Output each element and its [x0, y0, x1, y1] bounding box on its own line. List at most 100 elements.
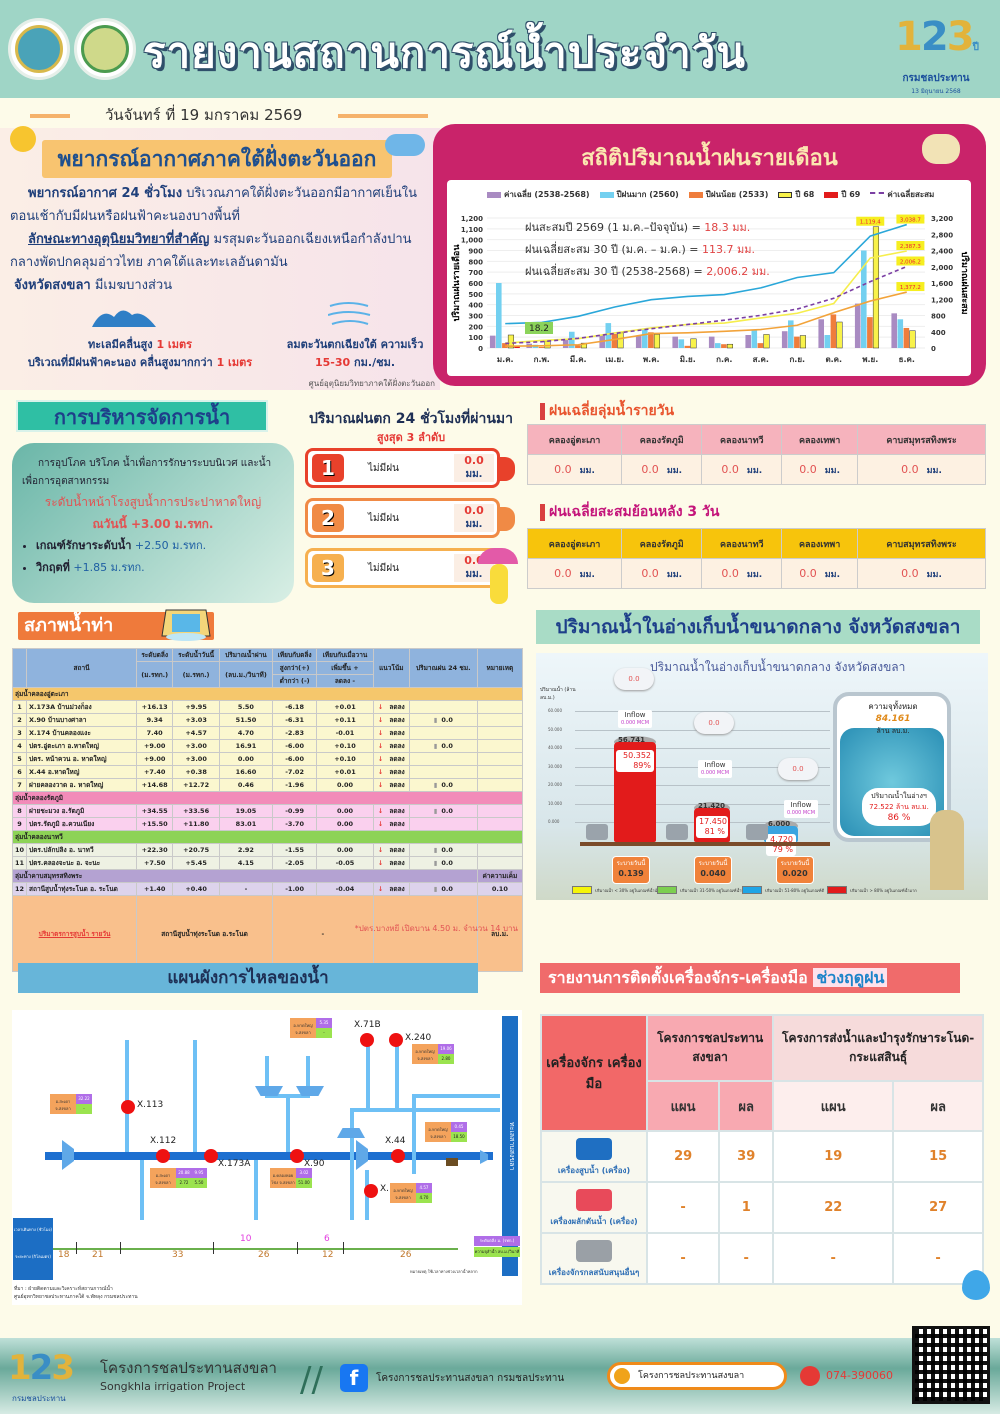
weather-source: ศูนย์อุตุนิยมวิทยาภาคใต้ฝั่งตะวันออก [308, 379, 435, 388]
y-tick: 50.000 [548, 726, 562, 732]
cell-vs_bank: -6.18 [271, 700, 318, 714]
reservoir-volume-label: 17.450 81 % [696, 816, 728, 838]
station-marker[interactable] [290, 1149, 304, 1163]
svg-text:1,000: 1,000 [461, 237, 483, 245]
svg-text:300: 300 [468, 313, 483, 321]
cell-station: ปตร.อู่ตะเภา อ.หาดใหญ่ [26, 739, 138, 753]
y-tick: 40.000 [548, 745, 562, 750]
total-capacity-value: 84.161 [875, 714, 911, 724]
rain-value: 0.0 [554, 462, 572, 476]
facebook-link[interactable]: โครงการชลประทานสงขลา กรมชลประทาน [376, 1373, 565, 1384]
basin-group-row: ลุ่มน้ำคลองอู่ตะเภา [12, 687, 523, 701]
pumping-volume-link[interactable]: ปริมาตรการสูบน้ำ รายวัน [38, 929, 111, 938]
cell-level: +12.72 [172, 778, 220, 792]
date-divider [30, 114, 70, 118]
station-location: อ.หาดใหญ่ จ.สงขลา [290, 1018, 316, 1038]
trend-down-icon: ↓ [377, 846, 384, 854]
cell-bank: +22.30 [136, 843, 174, 857]
station-location: อ.หาดใหญ่ จ.สงขลา [412, 1044, 438, 1064]
cell-flow: 0.46 [218, 778, 274, 792]
canal-branch [306, 1056, 310, 1096]
distance-tick [297, 1242, 298, 1254]
station-info-box: อ.หาดใหญ่ จ.สงขลา 0.45 18.50 [425, 1122, 467, 1142]
station-marker[interactable] [389, 1033, 403, 1047]
basin-value: 0.0 มม. [701, 558, 783, 589]
cell-note [476, 804, 524, 818]
machine-count: 22 [772, 1181, 895, 1234]
svg-text:18.2: 18.2 [529, 324, 549, 334]
table-row: 3 X.174 บ้านคลองแงะ 7.40 +4.57 4.70 -2.83 -0.0… [11, 726, 524, 740]
rank-tab [499, 457, 515, 481]
svg-text:2,006.2: 2,006.2 [900, 259, 921, 265]
machine-col-header: เครื่องจักร เครื่องมือ [540, 1014, 648, 1132]
basin-value: 0.0 มม. [781, 454, 859, 485]
rain-stats-title: สถิติปริมาณน้ำฝนรายเดือน [581, 146, 838, 171]
station-location: อ.หาดใหญ่ จ.สงขลา [390, 1183, 416, 1203]
station-marker[interactable] [156, 1149, 170, 1163]
cell-station: X.174 บ้านคลองแงะ [26, 726, 138, 740]
basin-group-row: ลุ่มน้ำคลองรัตภูมิ [12, 791, 523, 805]
runoff-note: *ปตร.บางหยี เปิดบาน 4.50 ม. จำนวน 14 บาน [354, 924, 518, 933]
inflow-label: Inflow 0.000 MCM [618, 710, 653, 728]
trend-down-icon: ↓ [377, 742, 384, 750]
table-row: 12 สถานีสูบน้ำทุ่งระโนด อ. ระโนด +1.40 +0.4… [11, 882, 524, 896]
cell-rain: ▮ 0.0 [408, 856, 478, 870]
note-header: ค่าความเค็ม [476, 869, 524, 883]
cell-trend: ↓ ลดลง [372, 765, 410, 779]
inflow-label: Inflow 0.000 MCM [698, 760, 733, 778]
cell-no: 2 [11, 713, 28, 727]
rain-unit: มม. [926, 569, 942, 580]
station-marker[interactable] [364, 1184, 378, 1198]
website-link[interactable]: โครงการชลประทานสงขลา [607, 1362, 787, 1390]
svg-text:เม.ย.: เม.ย. [605, 355, 624, 364]
phone-number[interactable]: 074-390060 [826, 1369, 893, 1382]
station-marker[interactable] [121, 1100, 135, 1114]
legend-capacity: ความจุลำน้ำ ลบ.ม./วินาที [474, 1247, 520, 1257]
station-marker[interactable] [204, 1149, 218, 1163]
cell-vs_bank: -6.00 [271, 739, 318, 753]
facebook-icon[interactable]: f [340, 1364, 368, 1392]
basin-value: 0.0 มม. [621, 454, 703, 485]
rank-label: ไม่มีฝน [368, 513, 399, 524]
station-marker[interactable] [360, 1033, 374, 1047]
cell-level: +20.75 [172, 843, 220, 857]
cell-trend: ↓ ลดลง [372, 882, 410, 896]
cell-bank: +9.00 [136, 739, 174, 753]
inflow-label: Inflow 0.000 MCM [784, 800, 819, 818]
canal-branch [286, 1094, 290, 1152]
rain-value: 0.0 [554, 566, 572, 580]
reservoir-inner-title: ปริมาณน้ำในอ่างเก็บน้ำขนาดกลาง จังหวัดสง… [650, 660, 906, 674]
rain-value: 0.0 [901, 566, 919, 580]
cell-note [476, 843, 524, 857]
reservoir-gate-icon [296, 1086, 324, 1096]
rain-gauge-icon: ▮ [433, 807, 438, 815]
cell-station: X.173A บ้านม่วงก็อง [26, 700, 138, 714]
machine-count: 19 [772, 1130, 895, 1183]
rain-unit: มม. [824, 465, 840, 476]
svg-text:2,400: 2,400 [931, 248, 953, 256]
cell-note [476, 713, 524, 727]
cell-station: X.44 อ.หาดใหญ่ [26, 765, 138, 779]
station-marker[interactable] [391, 1149, 405, 1163]
basin-header: คลองรัตภูมิ [621, 528, 703, 559]
reservoir-capacity: 6.000 [768, 820, 791, 828]
machine-count: 29 [645, 1130, 721, 1183]
canal-branch [254, 1160, 258, 1220]
svg-text:มิ.ย.: มิ.ย. [680, 355, 696, 364]
cell-note [476, 700, 524, 714]
basin-value: 0.0 มม. [701, 454, 783, 485]
machine-name: เครื่องสูบน้ำ (เครื่อง) [540, 1130, 648, 1183]
cell-level: +5.45 [172, 856, 220, 870]
sun-icon [10, 126, 36, 152]
reservoir-title: ปริมาณน้ำในอ่างเก็บน้ำขนาดกลาง จังหวัดสง… [536, 610, 980, 644]
cell-station: ปตร.คลองจะนะ อ. จะนะ [26, 856, 138, 870]
y-tick: 10.000 [548, 800, 562, 806]
cell-vs_yday: 0.00 [316, 817, 374, 831]
rank-number: 1 [312, 454, 344, 482]
basin-group-row: ลุ่มน้ำคลองนาทวี [12, 830, 523, 844]
weather-forecast-text: พยากรณ์อากาศ 24 ชั่วโมง บริเวณภาคใต้ฝั่ง… [10, 186, 417, 293]
qr-code[interactable] [912, 1326, 990, 1404]
distance-legend: เวลาเดินทาง (ชั่วโมง) ระยะทาง (กิโลเมตร) [13, 1218, 53, 1280]
basin-group-name: ลุ่มน้ำคาบสมุทรสทิงพระ [12, 869, 478, 883]
canal-branch [412, 1094, 500, 1098]
